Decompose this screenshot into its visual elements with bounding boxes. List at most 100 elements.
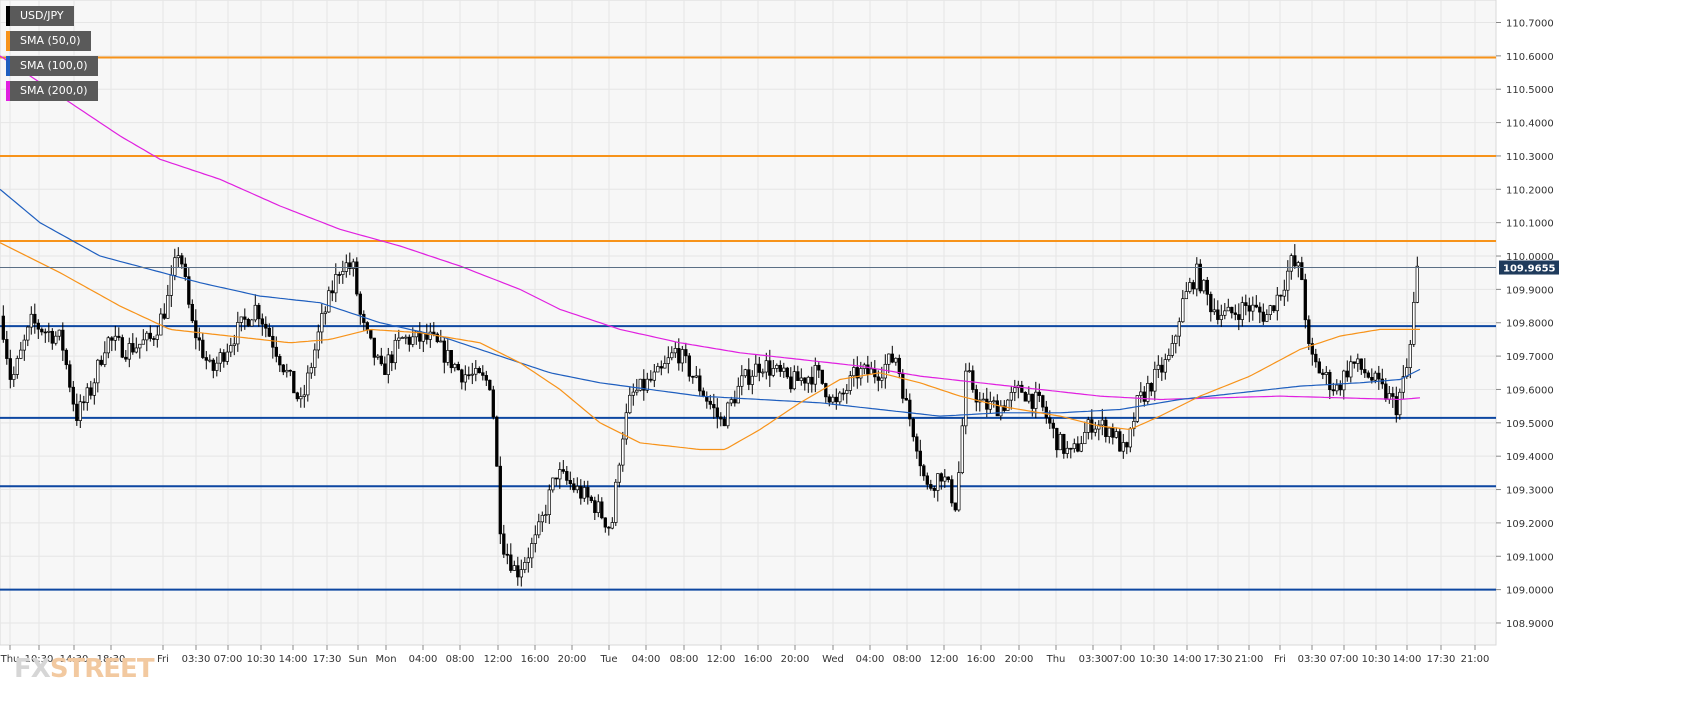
candle-body: [397, 337, 401, 341]
candle-body: [841, 392, 845, 395]
candle-body: [1408, 344, 1412, 368]
candle-body: [677, 348, 681, 364]
candle-body: [54, 335, 58, 344]
candle-body: [64, 349, 68, 366]
candle-body: [649, 378, 653, 381]
candle-body: [572, 483, 576, 491]
x-tick-label: 10:30: [247, 654, 276, 665]
candle-body: [806, 376, 810, 384]
candle-body: [558, 469, 562, 480]
candle-body: [117, 335, 121, 338]
last-price-label: 109.9655: [1503, 264, 1556, 275]
legend-sma-100[interactable]: SMA (100,0): [6, 56, 98, 76]
candle-body: [1240, 302, 1244, 320]
candle-body: [1401, 376, 1405, 393]
candle-body: [1279, 294, 1283, 297]
candle-body: [488, 379, 492, 391]
candle-body: [127, 343, 131, 360]
y-tick-label: 110.2000: [1506, 185, 1554, 196]
candle-body: [348, 262, 352, 269]
candle-body: [1244, 302, 1248, 306]
candle-body: [1041, 395, 1045, 408]
candle-body: [1160, 364, 1164, 373]
y-tick-label: 109.4000: [1506, 452, 1554, 463]
candle-body: [960, 425, 964, 474]
sma-100-line: [0, 188, 1421, 417]
candle-body: [446, 350, 450, 363]
candle-body: [271, 335, 275, 348]
candle-body: [253, 304, 257, 321]
candle-body: [796, 371, 800, 381]
candle-body: [544, 514, 548, 516]
candle-body: [1076, 443, 1080, 452]
candle-body: [1051, 422, 1055, 429]
candle-body: [1268, 305, 1272, 315]
candle-body: [1261, 311, 1265, 322]
candle-body: [526, 557, 530, 563]
legend-usdjpy[interactable]: USD/JPY: [6, 6, 74, 26]
x-tick-label: 07:00: [1107, 654, 1136, 665]
candle-body: [845, 390, 849, 394]
candle-body: [1163, 359, 1167, 373]
candle-body: [743, 369, 747, 377]
candle-body: [733, 399, 737, 404]
candle-body: [547, 489, 551, 515]
candle-body: [281, 364, 285, 373]
candle-body: [992, 400, 996, 403]
x-tick-label: Fri: [157, 654, 169, 665]
candle-body: [624, 412, 628, 440]
candle-body: [631, 391, 635, 396]
candle-body: [904, 398, 908, 401]
candle-body: [764, 360, 768, 373]
candle-body: [390, 354, 394, 364]
legend-sma-200[interactable]: SMA (200,0): [6, 81, 98, 101]
candle-body: [47, 330, 51, 333]
candle-body: [799, 377, 803, 381]
candle-body: [404, 336, 408, 339]
y-tick-label: 109.8000: [1506, 319, 1554, 330]
candle-body: [1002, 405, 1006, 411]
candle-body: [222, 352, 226, 362]
y-tick-label: 109.6000: [1506, 385, 1554, 396]
candle-body: [36, 322, 40, 330]
x-tick-label: 17:30: [1204, 654, 1233, 665]
candle-body: [1156, 364, 1160, 370]
candle-body: [607, 526, 611, 529]
y-tick-label: 110.3000: [1506, 152, 1554, 163]
candle-body: [754, 363, 758, 377]
candle-body: [750, 375, 754, 385]
candle-body: [915, 436, 919, 452]
candle-body: [1034, 391, 1038, 409]
candle-body: [757, 363, 761, 373]
y-tick-label: 110.0000: [1506, 252, 1554, 263]
candle-body: [1377, 372, 1381, 380]
candle-body: [1373, 372, 1377, 381]
candle-body: [838, 392, 842, 403]
candle-body: [495, 416, 499, 467]
candle-body: [1349, 361, 1353, 378]
candle-body: [239, 316, 243, 323]
candle-body: [26, 326, 30, 341]
candle-body: [1370, 376, 1374, 381]
candle-body: [1230, 306, 1234, 314]
candle-body: [880, 377, 884, 381]
x-tick-label: 03:30: [1298, 654, 1327, 665]
candle-body: [1335, 384, 1339, 392]
candle-body: [190, 303, 194, 322]
candle-body: [1321, 372, 1325, 375]
x-tick-label: 21:00: [1461, 654, 1490, 665]
candle-body: [848, 375, 852, 391]
x-tick-label: 10:30: [1362, 654, 1391, 665]
candle-body: [803, 377, 807, 384]
candle-body: [1181, 298, 1185, 323]
legend-sma-50[interactable]: SMA (50,0): [6, 31, 91, 51]
candle-body: [407, 336, 411, 345]
candle-body: [554, 477, 558, 480]
candle-body: [1415, 265, 1419, 303]
candle-body: [498, 465, 502, 535]
candle-body: [1177, 321, 1181, 337]
candle-body: [666, 357, 670, 364]
candle-body: [330, 290, 334, 294]
candle-body: [1006, 399, 1010, 411]
